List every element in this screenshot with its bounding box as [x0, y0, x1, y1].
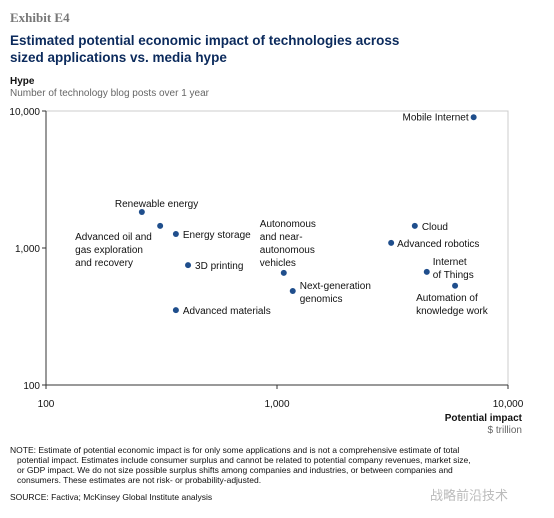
point — [452, 282, 459, 289]
point-label: gas exploration — [75, 245, 143, 256]
chart-title: Estimated potential economic impact of t… — [10, 33, 399, 48]
point-label: and near- — [260, 232, 303, 243]
point — [138, 209, 145, 216]
point-label: knowledge work — [416, 306, 489, 317]
point-label: 3D printing — [195, 261, 243, 272]
point-label: Internet — [433, 257, 467, 268]
point-label: Advanced robotics — [397, 239, 479, 250]
note-line: or GDP impact. We do not size possible s… — [17, 465, 453, 475]
point-label: Cloud — [422, 222, 448, 233]
point-label: Automation of — [416, 293, 478, 304]
point-label: autonomous — [260, 245, 315, 256]
note-line: NOTE: Estimate of potential economic imp… — [10, 445, 459, 455]
x-axis-label: Potential impact — [445, 413, 523, 424]
point-label: and recovery — [75, 258, 133, 269]
exhibit: Exhibit E4 — [10, 10, 70, 25]
note-line: consumers. These estimates are not risk-… — [17, 475, 261, 485]
x-axis-sublabel: $ trillion — [488, 425, 522, 436]
point-label: Renewable energy — [115, 199, 198, 210]
point — [470, 114, 477, 121]
y-axis-label: Hype — [10, 76, 35, 87]
y-axis-sublabel: Number of technology blog posts over 1 y… — [10, 88, 210, 99]
point — [157, 222, 164, 229]
point — [411, 222, 418, 229]
point-label: Next-generation — [300, 281, 371, 292]
point — [289, 288, 296, 295]
y-tick-label: 1,000 — [15, 244, 40, 255]
point — [172, 231, 179, 238]
point-label: Advanced materials — [183, 306, 271, 317]
x-tick-label: 100 — [38, 399, 55, 410]
point — [388, 239, 395, 246]
note-line: potential impact. Estimates include cons… — [17, 455, 471, 465]
point-label: Energy storage — [183, 230, 251, 241]
x-tick-label: 1,000 — [264, 399, 289, 410]
point-label: genomics — [300, 294, 343, 305]
point — [280, 269, 287, 276]
y-tick-label: 10,000 — [9, 107, 40, 118]
point-label: Advanced oil and — [75, 232, 152, 243]
source: SOURCE: Factiva; McKinsey Global Institu… — [10, 492, 212, 502]
watermark: 战略前沿技术 — [430, 488, 508, 503]
note: NOTE: Estimate of potential economic imp… — [10, 445, 471, 485]
chart-title: sized applications vs. media hype — [10, 50, 227, 65]
point-label: of Things — [433, 270, 474, 281]
y-tick-label: 100 — [23, 381, 40, 392]
point — [423, 268, 430, 275]
point-label: Mobile Internet — [402, 112, 468, 123]
point-label: vehicles — [260, 258, 296, 269]
point-label: Autonomous — [260, 219, 316, 230]
point — [172, 307, 179, 314]
x-tick-label: 10,000 — [493, 399, 524, 410]
point — [185, 262, 192, 269]
